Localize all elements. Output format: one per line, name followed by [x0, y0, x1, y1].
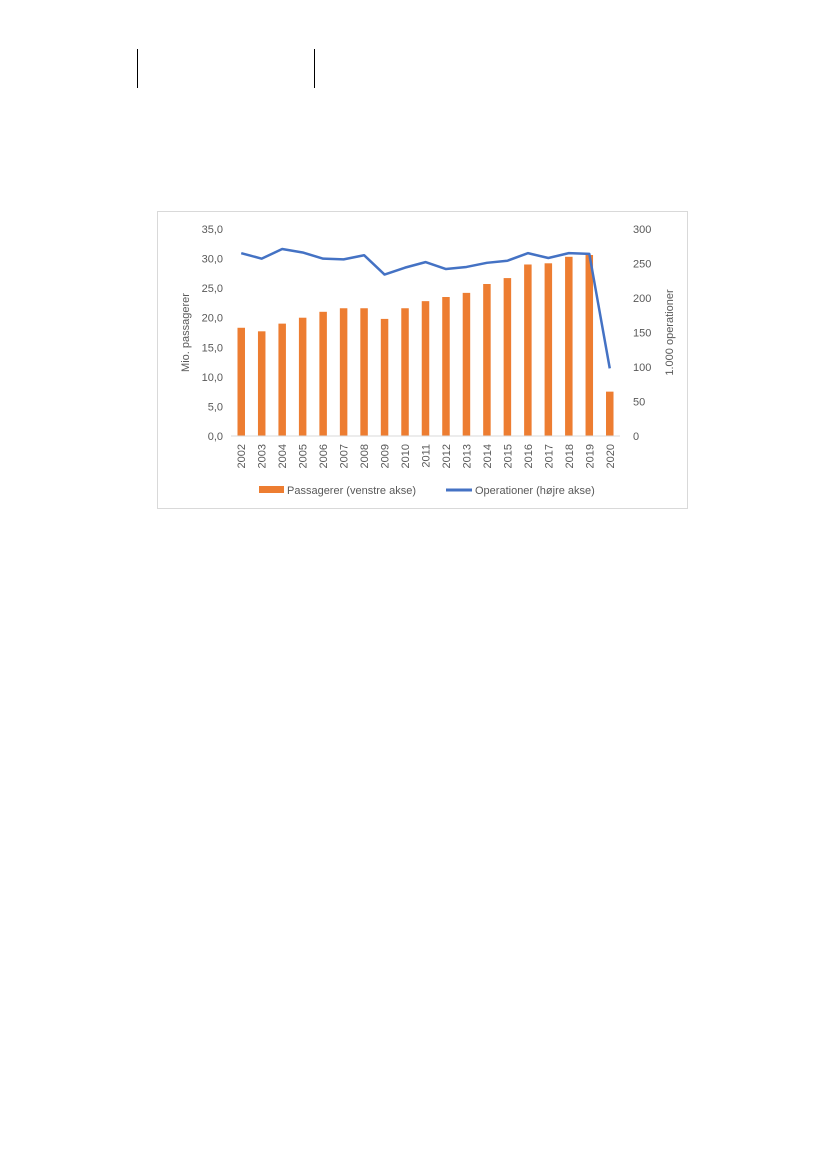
bar-2012 [442, 297, 450, 436]
bar-2010 [401, 308, 409, 436]
x-tick-label-2014: 2014 [482, 444, 494, 468]
x-tick-label-2020: 2020 [605, 444, 617, 468]
legend-label-operationer: Operationer (højre akse) [475, 485, 595, 497]
x-tick-label-2009: 2009 [380, 444, 392, 468]
header-divider-right [314, 49, 315, 88]
y-left-tick-label: 0,0 [208, 431, 223, 443]
bar-2020 [606, 391, 614, 436]
combo-chart: 0,0 5,0 10,0 15,0 20,0 25,0 30,0 35,0 0 50 100 150 2… [180, 224, 676, 497]
y-right-tick-label: 50 [633, 397, 645, 409]
x-tick-label-2015: 2015 [502, 444, 514, 468]
x-tick-label-2017: 2017 [543, 444, 555, 468]
x-tick-label-2013: 2013 [461, 444, 473, 468]
x-tick-label-2018: 2018 [564, 444, 576, 468]
y-right-tick-label: 150 [633, 328, 651, 340]
x-tick-label-2005: 2005 [298, 444, 310, 468]
bar-2014 [483, 284, 491, 436]
y-right-tick-label: 200 [633, 293, 651, 305]
bar-2019 [585, 255, 594, 436]
header-divider-left [137, 49, 138, 88]
x-tick-label-2002: 2002 [236, 444, 248, 468]
x-tick-label-2006: 2006 [318, 444, 330, 468]
y-right-tick-label: 300 [633, 224, 651, 236]
bar-2009 [380, 318, 389, 436]
y-left-tick-label: 5,0 [208, 401, 223, 413]
bar-2016 [524, 264, 532, 436]
y-left-tick-label: 25,0 [202, 283, 223, 295]
chart-frame: 0,0 5,0 10,0 15,0 20,0 25,0 30,0 35,0 0 50 100 150 2… [157, 211, 688, 509]
y-left-tick-label: 20,0 [202, 313, 223, 325]
y-left-tick-label: 15,0 [202, 342, 223, 354]
x-tick-label-2007: 2007 [339, 444, 351, 468]
legend-label-passagerer: Passagerer (venstre akse) [287, 485, 416, 497]
bar-2013 [462, 292, 471, 436]
bar-2011 [421, 301, 430, 436]
y-right-tick-label: 100 [633, 362, 651, 374]
y-left-tick-label: 35,0 [202, 224, 223, 236]
bar-2004 [278, 323, 286, 436]
bar-2007 [339, 308, 348, 436]
x-tick-label-2012: 2012 [441, 444, 453, 468]
bar-2015 [503, 278, 512, 436]
bar-2002 [237, 327, 245, 436]
x-tick-label-2016: 2016 [523, 444, 535, 468]
bar-2018 [565, 256, 573, 436]
y-right-tick-label: 250 [633, 259, 651, 271]
y-right-tick-label: 0 [633, 431, 639, 443]
x-tick-label-2019: 2019 [584, 444, 596, 468]
x-tick-label-2010: 2010 [400, 444, 412, 468]
bar-2006 [319, 311, 327, 436]
x-tick-label-2003: 2003 [257, 444, 269, 468]
x-tick-label-2008: 2008 [359, 444, 371, 468]
bar-2017 [544, 263, 553, 436]
x-tick-label-2011: 2011 [421, 444, 433, 468]
y-axis-title-right: 1.000 operationer [664, 289, 676, 376]
x-tick-label-2004: 2004 [277, 444, 289, 468]
bar-2008 [360, 308, 368, 436]
bar-2003 [257, 331, 266, 436]
y-axis-title-left: Mio. passagerer [180, 293, 192, 372]
bar-2005 [298, 317, 307, 436]
legend-swatch-passagerer [259, 486, 284, 493]
y-left-tick-label: 30,0 [202, 254, 223, 266]
y-left-tick-label: 10,0 [202, 372, 223, 384]
